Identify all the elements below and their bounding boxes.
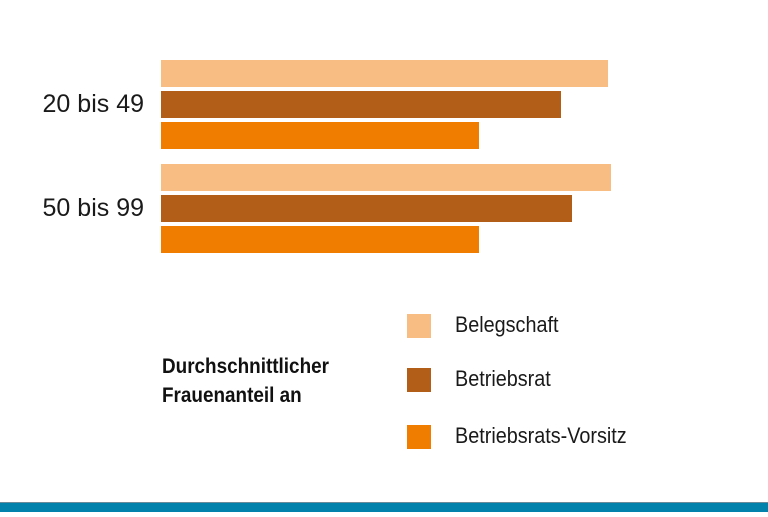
category-label: 20 bis 49: [42, 90, 144, 118]
legend-swatch: [407, 425, 431, 449]
legend-swatch: [407, 368, 431, 392]
bar-belegschaft-1: [161, 60, 608, 87]
category-label: 50 bis 99: [42, 194, 144, 222]
bar-betriebsrats-vorsitz-1: [161, 122, 479, 149]
legend-label: Belegschaft: [455, 312, 559, 337]
bar-betriebsrats-vorsitz-2: [161, 226, 479, 253]
legend-label: Betriebsrats-Vorsitz: [455, 423, 627, 448]
legend-label: Betriebsrat: [455, 366, 551, 391]
legend-swatch: [407, 314, 431, 338]
bar-belegschaft-2: [161, 164, 611, 191]
legend-title-line: Frauenanteil an: [162, 384, 302, 407]
footer-bar: [0, 502, 768, 512]
bar-betriebsrat-2: [161, 195, 572, 222]
legend-title: Durchschnittlicher Frauenanteil an: [162, 352, 329, 410]
legend-title-line: Durchschnittlicher: [162, 355, 329, 378]
bar-betriebsrat-1: [161, 91, 561, 118]
